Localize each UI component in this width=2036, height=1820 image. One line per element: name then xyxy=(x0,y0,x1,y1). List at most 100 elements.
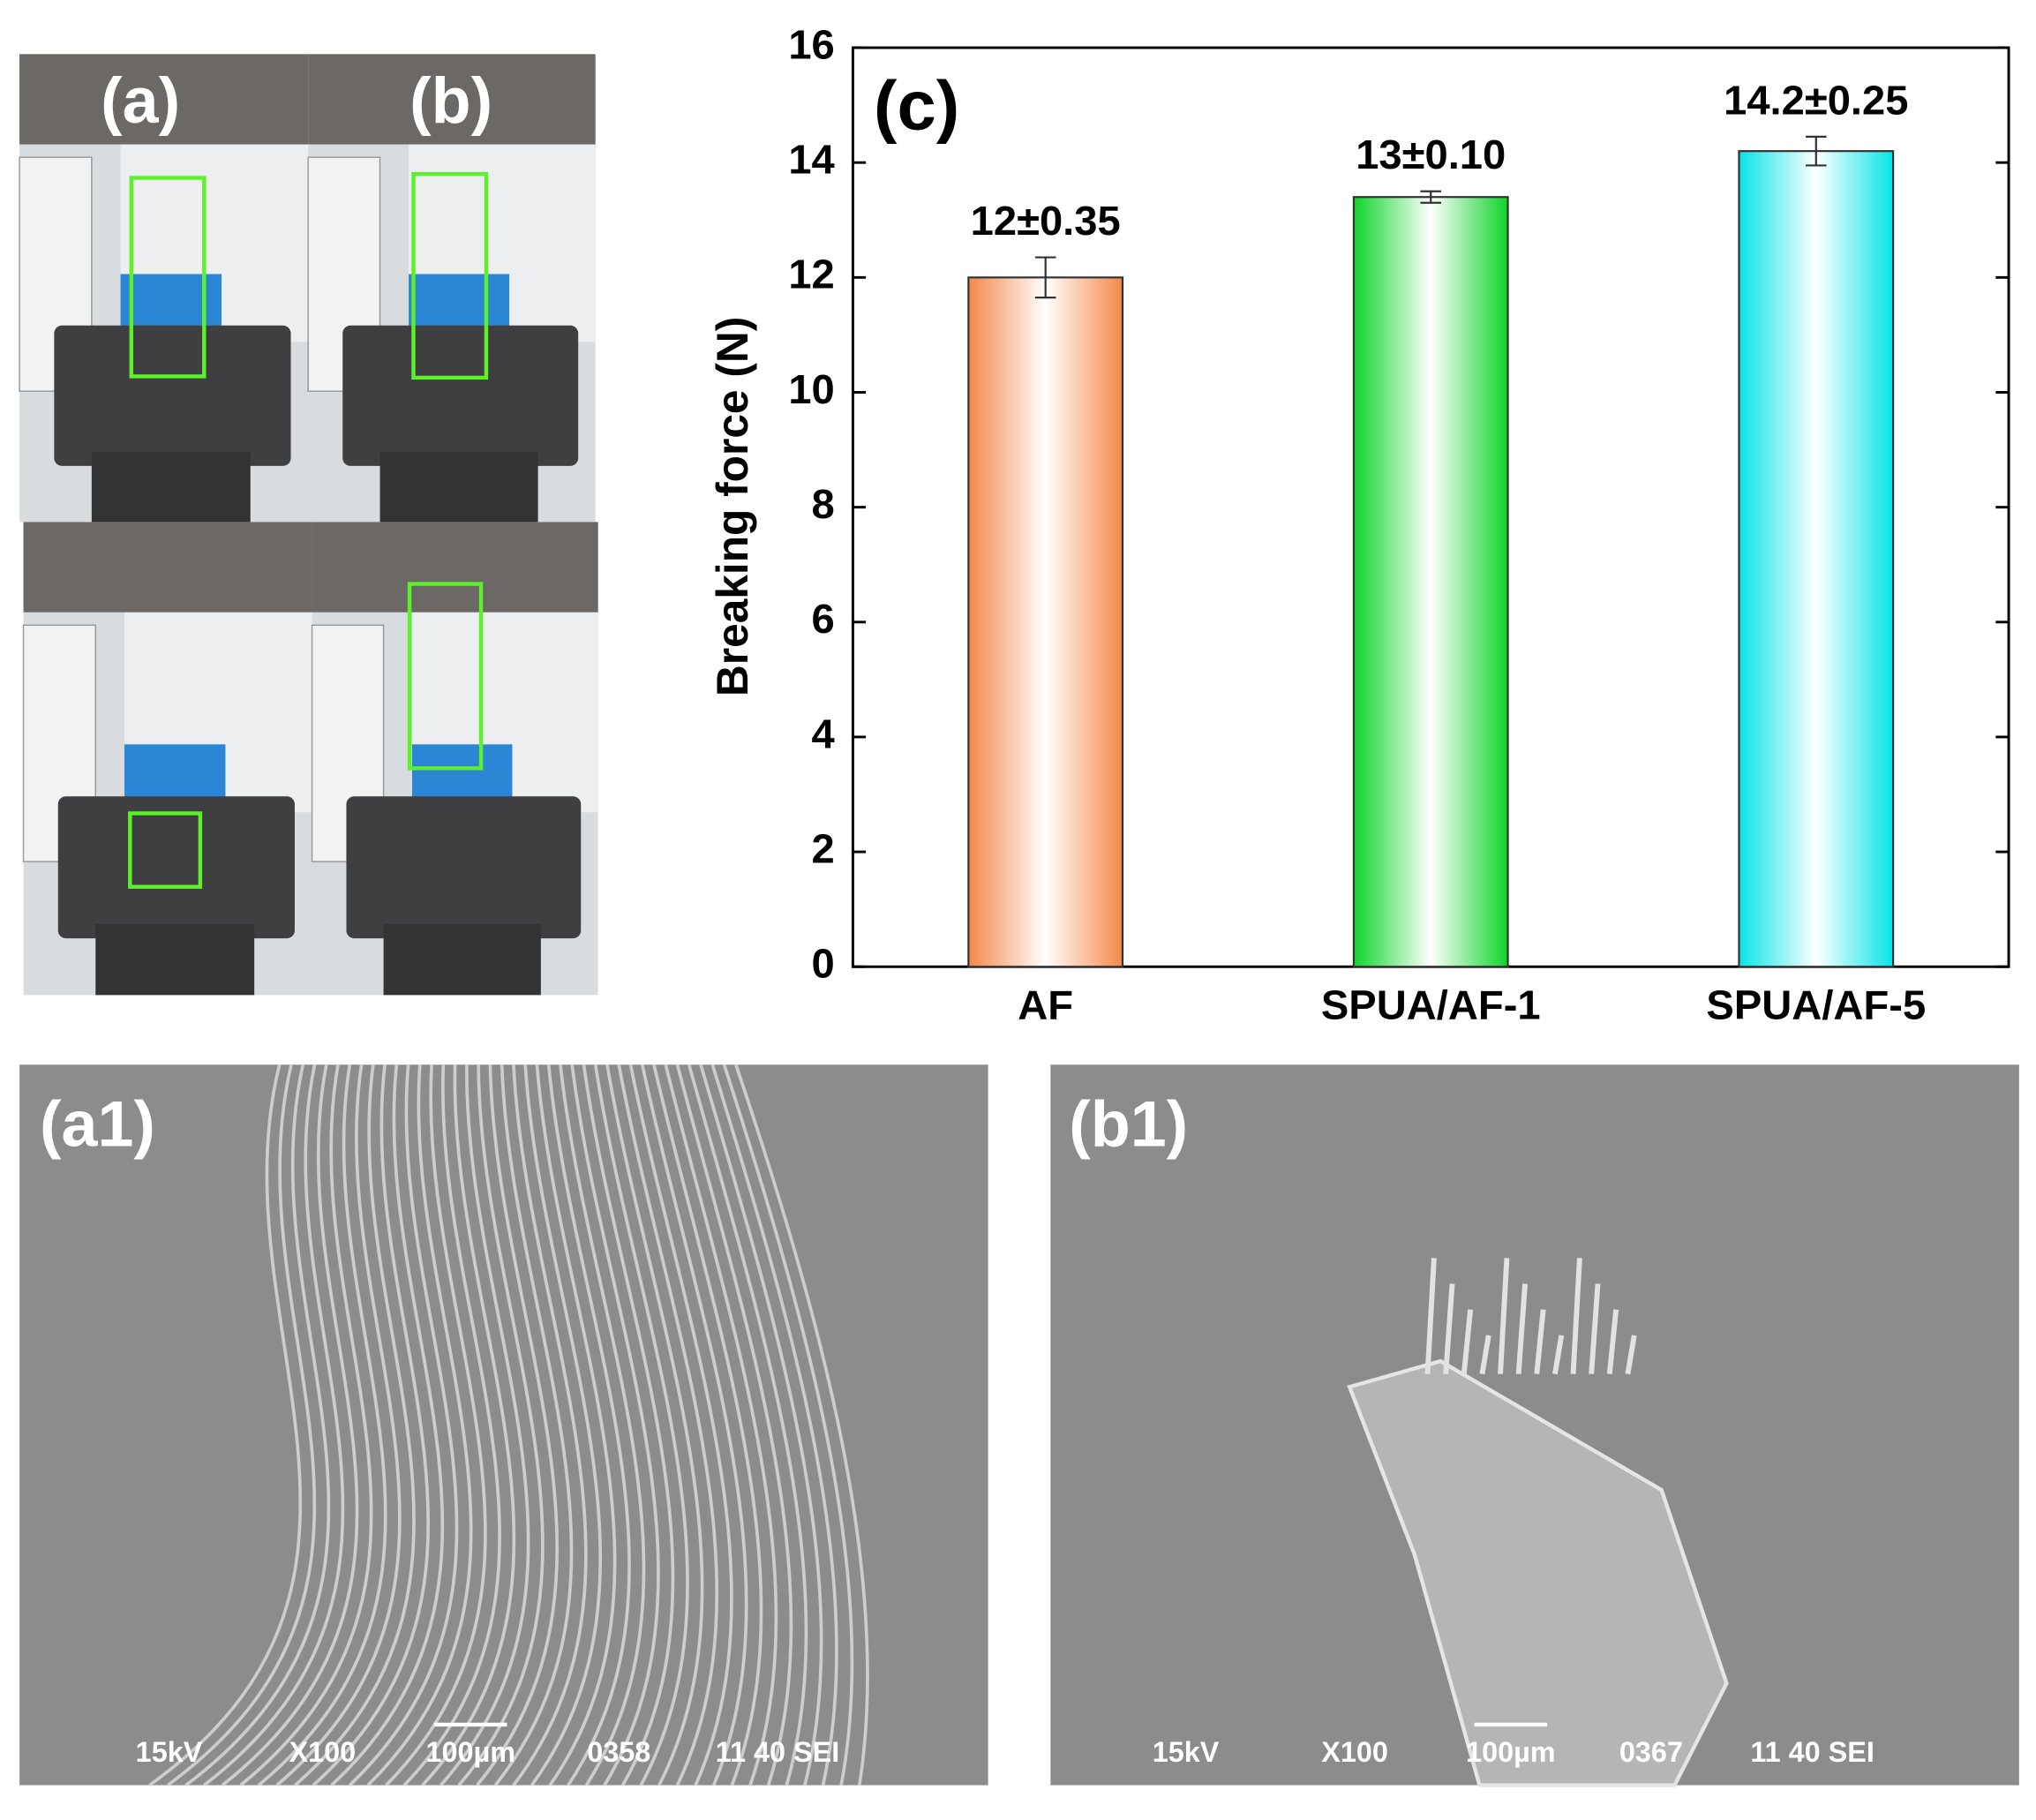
y-tick-label: 6 xyxy=(812,596,835,642)
y-tick-label: 12 xyxy=(788,252,834,297)
fiber xyxy=(617,1064,719,1786)
fiber-end xyxy=(1498,1258,1510,1374)
fiber xyxy=(203,1064,345,1787)
lower-clamp xyxy=(54,325,291,466)
bar xyxy=(1352,196,1509,968)
fiber-end xyxy=(1534,1309,1546,1375)
fiber xyxy=(239,1064,373,1786)
fiber xyxy=(570,1064,660,1786)
sem-info: 11 40 SEI xyxy=(1750,1736,1874,1768)
upper-clamp xyxy=(23,522,312,613)
photo-label: (a) xyxy=(101,64,180,137)
sem-info: 100µm xyxy=(426,1736,516,1768)
lower-clamp xyxy=(57,796,295,939)
fiber xyxy=(166,1064,317,1787)
fiber-end xyxy=(1570,1258,1582,1374)
fiber xyxy=(257,1064,387,1786)
fiber xyxy=(652,1064,763,1786)
fiber-end xyxy=(1552,1335,1565,1375)
fiber xyxy=(493,1064,574,1786)
fiber-end xyxy=(1443,1283,1455,1374)
sem-label: (a1) xyxy=(40,1088,155,1161)
fiber xyxy=(593,1064,689,1786)
x-tick-label: AF xyxy=(1018,982,1073,1028)
fiber xyxy=(722,1064,854,1786)
y-tick-label: 2 xyxy=(812,826,835,872)
fiber xyxy=(402,1064,501,1786)
value-label: 12±0.35 xyxy=(971,198,1121,244)
panel-label: (c) xyxy=(874,66,959,145)
x-tick-label: SPUA/AF-5 xyxy=(1706,982,1926,1028)
fiber xyxy=(546,1064,631,1786)
upper-clamp xyxy=(19,54,309,145)
sem-info: 15kV xyxy=(1153,1736,1220,1768)
fiber xyxy=(385,1064,487,1786)
value-label: 14.2±0.25 xyxy=(1724,77,1908,123)
fiber xyxy=(582,1064,675,1786)
fiber xyxy=(148,1064,303,1787)
sem-info: 0367 xyxy=(1619,1736,1683,1768)
fiber xyxy=(710,1064,838,1786)
fiber xyxy=(476,1064,560,1786)
y-tick-label: 8 xyxy=(812,481,835,527)
fiber xyxy=(535,1064,617,1786)
fiber-end xyxy=(1589,1283,1601,1374)
base xyxy=(383,923,541,996)
bar xyxy=(1738,150,1895,968)
fiber xyxy=(675,1064,793,1786)
highlight-box xyxy=(407,582,484,771)
fiber-end xyxy=(1479,1335,1491,1375)
x-tick-label: SPUA/AF-1 xyxy=(1321,982,1541,1028)
fiber xyxy=(734,1064,869,1786)
bar xyxy=(967,276,1124,968)
y-tick-label: 10 xyxy=(788,366,834,412)
sem-info: X100 xyxy=(1321,1736,1388,1768)
value-label: 13±0.10 xyxy=(1356,132,1506,177)
fiber xyxy=(687,1064,808,1786)
y-axis-label: Breaking force (N) xyxy=(708,317,757,696)
fiber-end xyxy=(1606,1309,1619,1375)
fiber xyxy=(221,1064,359,1786)
fiber xyxy=(699,1064,823,1786)
fiber xyxy=(457,1064,545,1786)
fiber xyxy=(559,1064,646,1786)
base xyxy=(379,451,538,523)
fiber xyxy=(349,1064,459,1786)
sem-label: (b1) xyxy=(1069,1088,1188,1161)
highlight-box xyxy=(411,171,489,380)
fiber xyxy=(312,1064,430,1786)
fiber xyxy=(440,1064,530,1786)
fiber xyxy=(184,1064,331,1787)
fiber xyxy=(640,1064,748,1786)
fiber xyxy=(294,1064,416,1786)
base xyxy=(91,451,251,523)
fiber xyxy=(628,1064,733,1786)
fiber xyxy=(366,1064,473,1786)
fiber xyxy=(275,1064,402,1786)
upper-clamp xyxy=(308,54,596,145)
fiber xyxy=(664,1064,778,1786)
base xyxy=(95,923,255,996)
upper-clamp xyxy=(312,522,598,613)
sem-info: X100 xyxy=(289,1736,357,1768)
highlight-box xyxy=(128,811,203,889)
lower-clamp xyxy=(346,796,582,939)
photo-label: (b) xyxy=(409,64,492,137)
y-tick-label: 14 xyxy=(788,137,834,183)
sem-info: 0358 xyxy=(587,1736,650,1768)
sem-info: 11 40 SEI xyxy=(716,1736,839,1768)
fiber xyxy=(523,1064,602,1786)
y-tick-label: 0 xyxy=(812,941,835,987)
y-tick-label: 16 xyxy=(788,22,834,68)
fiber xyxy=(421,1064,516,1786)
fracture xyxy=(1347,1358,1729,1787)
sem-info: 100µm xyxy=(1466,1736,1556,1768)
highlight-box xyxy=(129,176,207,379)
sem-info: 15kV xyxy=(136,1736,203,1768)
lower-clamp xyxy=(342,325,579,466)
fiber xyxy=(605,1064,704,1786)
fiber xyxy=(512,1064,588,1786)
y-tick-label: 4 xyxy=(812,711,835,756)
fiber-end xyxy=(1515,1283,1528,1374)
